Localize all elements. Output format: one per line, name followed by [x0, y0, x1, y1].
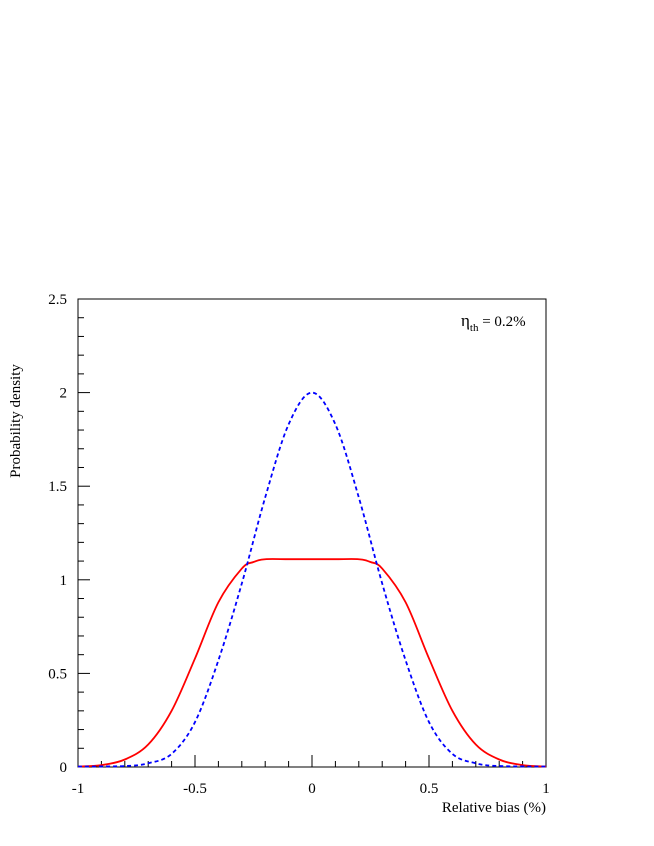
y-tick-label: 2.5: [48, 292, 67, 308]
y-tick-label: 1: [60, 573, 68, 589]
x-tick-label: -1: [72, 781, 85, 797]
y-tick-labels: 0 0.5 1 1.5 2 2.5: [48, 292, 67, 776]
x-tick-labels: -1 -0.5 0 0.5 1: [72, 781, 550, 797]
y-tick-label: 2: [60, 386, 68, 402]
y-tick-label: 0.5: [48, 666, 67, 682]
x-tick-label: 0: [308, 781, 316, 797]
annotation-symbol: η: [461, 311, 470, 330]
threshold-annotation: ηth = 0.2%: [461, 311, 526, 334]
y-axis-title: Probability density: [8, 364, 24, 478]
x-tick-label: 1: [542, 781, 550, 797]
series-line-solid: [77, 558, 547, 768]
tick-marks: [77, 298, 547, 768]
annotation-subscript: th: [470, 322, 479, 334]
y-tick-label: 1.5: [48, 479, 67, 495]
y-tick-label: 0: [60, 760, 68, 776]
annotation-value: = 0.2%: [478, 314, 525, 330]
x-tick-label: -0.5: [183, 781, 207, 797]
series-line-dashed: [77, 391, 547, 768]
x-axis-title: Relative bias (%): [442, 800, 546, 816]
plot-frame: [77, 298, 547, 768]
x-tick-label: 0.5: [420, 781, 439, 797]
series-layer: [77, 391, 547, 768]
